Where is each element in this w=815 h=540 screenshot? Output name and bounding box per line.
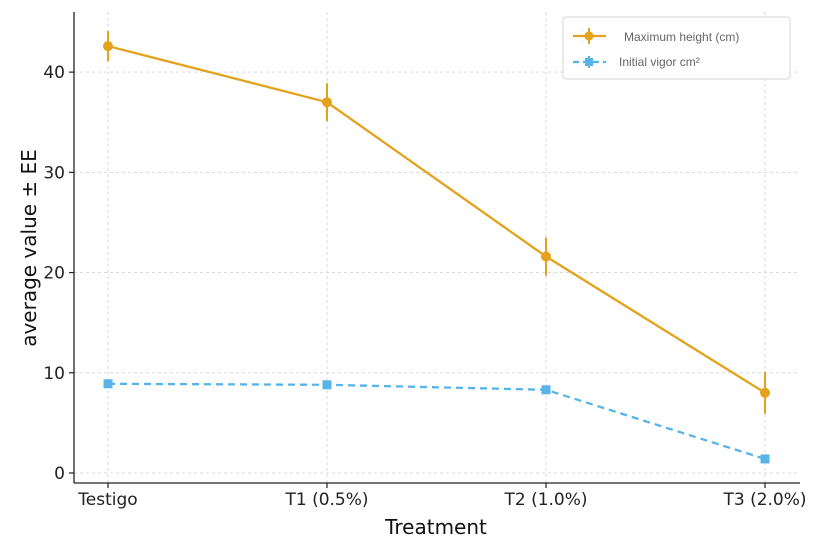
data-point	[541, 251, 551, 262]
legend: Maximum height (cm) Initial vigor cm²	[562, 16, 791, 80]
y-axis-title: average value ± EE	[17, 149, 41, 347]
data-point	[322, 380, 332, 390]
axes	[73, 12, 800, 484]
data-point	[760, 387, 770, 398]
data-point	[541, 385, 551, 395]
y-tick-label: 30	[43, 163, 65, 183]
data-point	[760, 454, 770, 464]
legend-box	[562, 16, 791, 80]
y-tick-label: 0	[54, 464, 65, 484]
legend-entry-maximum-height: Maximum height (cm)	[573, 28, 739, 44]
data-point	[103, 41, 113, 52]
series-0	[103, 31, 770, 414]
data-point	[103, 379, 113, 389]
series-line	[107, 44, 766, 394]
legend-swatch-marker	[585, 58, 593, 66]
y-tick-label: 20	[43, 264, 65, 284]
x-tick-label: T3 (2.0%)	[722, 490, 806, 510]
legend-label: Initial vigor cm²	[619, 55, 700, 69]
x-tick-label: T1 (0.5%)	[284, 490, 368, 510]
legend-entry-initial-vigor: Initial vigor cm²	[573, 55, 700, 69]
x-axis-title: Treatment	[384, 515, 487, 539]
series-line	[107, 382, 766, 461]
series-1	[103, 379, 770, 464]
x-tick-label: Testigo	[77, 490, 137, 510]
y-tick-label: 40	[43, 63, 65, 83]
legend-swatch-marker	[584, 31, 594, 41]
y-tick-label: 10	[43, 364, 65, 384]
ticks: 0 10 20 30 40 Testigo T1 (0.5%) T2 (1.0%) T3 (2.…	[43, 63, 806, 510]
grid	[74, 12, 800, 483]
data-point	[322, 97, 332, 108]
x-tick-label: T2 (1.0%)	[503, 490, 587, 510]
series	[103, 31, 770, 464]
legend-label: Maximum height (cm)	[624, 30, 739, 44]
